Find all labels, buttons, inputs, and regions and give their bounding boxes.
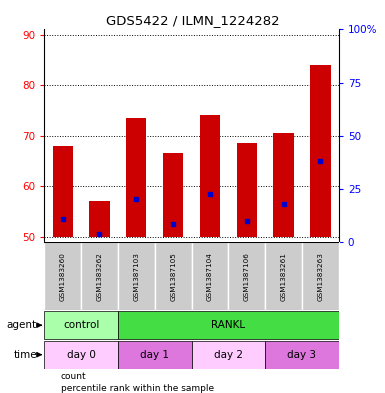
Text: GDS5422 / ILMN_1224282: GDS5422 / ILMN_1224282	[106, 14, 279, 27]
Bar	[56, 388, 60, 389]
Text: RANKL: RANKL	[211, 320, 245, 330]
Text: day 2: day 2	[214, 350, 243, 360]
Text: GSM1387106: GSM1387106	[244, 252, 250, 301]
Text: GSM1383262: GSM1383262	[97, 252, 102, 301]
Bar	[44, 311, 118, 339]
Text: day 1: day 1	[140, 350, 169, 360]
Bar	[192, 242, 228, 310]
Bar	[200, 116, 220, 237]
Bar	[118, 340, 192, 369]
Bar	[237, 143, 257, 237]
Text: day 0: day 0	[67, 350, 95, 360]
Text: GSM1387104: GSM1387104	[207, 252, 213, 301]
Bar	[273, 133, 294, 237]
Bar	[228, 242, 265, 310]
Bar	[126, 118, 146, 237]
Bar	[310, 65, 330, 237]
Text: control: control	[63, 320, 99, 330]
Text: count: count	[60, 371, 86, 380]
Bar	[302, 242, 339, 310]
Bar	[44, 340, 118, 369]
Bar	[89, 201, 110, 237]
Bar	[53, 146, 73, 237]
Text: percentile rank within the sample: percentile rank within the sample	[60, 384, 214, 393]
Text: GSM1383263: GSM1383263	[317, 252, 323, 301]
Bar	[163, 153, 183, 237]
Text: GSM1387105: GSM1387105	[170, 252, 176, 301]
Bar	[118, 242, 155, 310]
Bar	[155, 242, 192, 310]
Bar	[192, 340, 265, 369]
Text: GSM1387103: GSM1387103	[133, 252, 139, 301]
Text: day 3: day 3	[288, 350, 316, 360]
Bar	[81, 242, 118, 310]
Bar	[118, 311, 339, 339]
Text: agent: agent	[7, 320, 37, 330]
Text: GSM1383261: GSM1383261	[281, 252, 286, 301]
Text: time: time	[13, 350, 37, 360]
Bar	[265, 242, 302, 310]
Bar	[44, 242, 81, 310]
Bar	[265, 340, 339, 369]
Text: GSM1383260: GSM1383260	[60, 252, 66, 301]
